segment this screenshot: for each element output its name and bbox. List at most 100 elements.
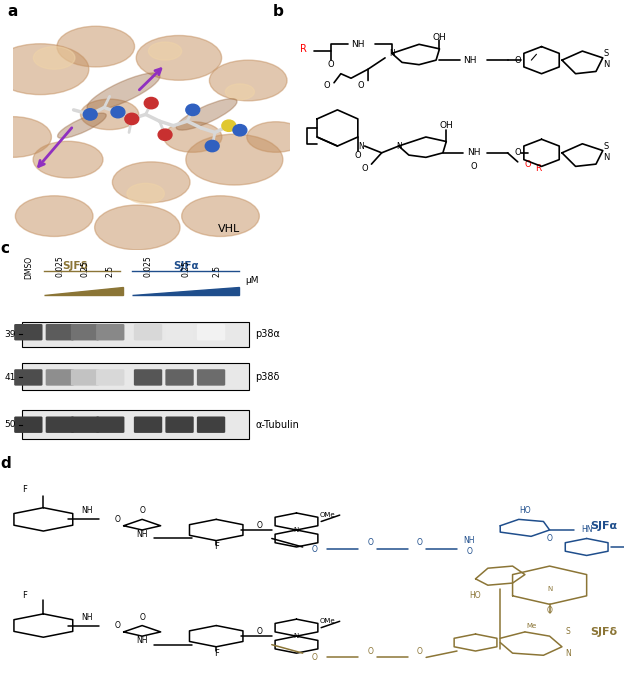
Text: O: O: [525, 160, 531, 169]
Ellipse shape: [33, 141, 103, 178]
Text: S: S: [604, 49, 609, 58]
Text: O: O: [139, 506, 145, 515]
FancyBboxPatch shape: [14, 416, 43, 433]
Text: O: O: [324, 81, 331, 90]
Text: 2.5: 2.5: [106, 264, 115, 277]
Text: O: O: [362, 164, 368, 173]
FancyBboxPatch shape: [14, 324, 43, 340]
Text: NH: NH: [351, 40, 365, 49]
Text: 0.025: 0.025: [144, 255, 152, 277]
Text: SJFα: SJFα: [173, 262, 198, 271]
Circle shape: [111, 106, 125, 118]
Text: S: S: [604, 142, 609, 151]
Text: VHL: VHL: [217, 224, 240, 234]
Text: p38α: p38α: [255, 329, 280, 339]
FancyBboxPatch shape: [71, 324, 100, 340]
Ellipse shape: [0, 116, 52, 158]
Text: NH: NH: [464, 536, 475, 545]
Text: HO: HO: [470, 591, 481, 600]
FancyBboxPatch shape: [165, 416, 194, 433]
Text: O: O: [470, 162, 477, 171]
Text: N: N: [358, 142, 364, 151]
Ellipse shape: [247, 122, 305, 152]
Text: O: O: [547, 606, 553, 615]
Polygon shape: [44, 287, 123, 295]
FancyBboxPatch shape: [71, 416, 100, 433]
Text: NH: NH: [81, 506, 93, 515]
Text: N: N: [389, 49, 395, 58]
Text: F: F: [214, 543, 219, 551]
FancyBboxPatch shape: [45, 369, 74, 386]
Ellipse shape: [15, 196, 93, 236]
Text: c: c: [0, 241, 9, 256]
Text: HN: HN: [581, 525, 592, 534]
Ellipse shape: [57, 113, 106, 138]
Circle shape: [158, 129, 172, 140]
Text: N: N: [396, 142, 401, 151]
Text: μM: μM: [246, 276, 259, 286]
Ellipse shape: [87, 73, 160, 111]
Text: R: R: [300, 44, 307, 54]
Text: O: O: [312, 653, 318, 662]
Ellipse shape: [186, 134, 283, 185]
Text: O: O: [312, 545, 318, 553]
Text: O: O: [139, 612, 145, 621]
Text: O: O: [368, 647, 374, 656]
Text: 0.25: 0.25: [181, 260, 190, 277]
Text: S: S: [566, 627, 571, 636]
FancyBboxPatch shape: [14, 369, 43, 386]
Text: 0.025: 0.025: [55, 255, 64, 277]
Text: Me: Me: [526, 623, 536, 629]
Text: O: O: [417, 538, 423, 547]
Circle shape: [125, 113, 139, 125]
Ellipse shape: [181, 196, 260, 236]
Ellipse shape: [57, 26, 135, 67]
Text: SJFδ: SJFδ: [63, 262, 88, 271]
Text: DMSO: DMSO: [24, 256, 33, 279]
Text: NH: NH: [81, 612, 93, 621]
Text: NH: NH: [463, 55, 477, 64]
Circle shape: [186, 104, 200, 116]
Text: OH: OH: [433, 33, 447, 42]
FancyBboxPatch shape: [134, 369, 163, 386]
Text: O: O: [466, 547, 472, 556]
Ellipse shape: [164, 122, 222, 152]
Text: OMe: OMe: [319, 619, 335, 624]
Text: NH: NH: [136, 530, 148, 538]
Ellipse shape: [112, 162, 190, 203]
Text: O: O: [515, 149, 521, 158]
Text: a: a: [7, 5, 18, 19]
Text: O: O: [355, 151, 361, 160]
FancyBboxPatch shape: [71, 369, 100, 386]
FancyBboxPatch shape: [96, 416, 124, 433]
Text: F: F: [23, 591, 27, 600]
Text: 39: 39: [4, 329, 16, 339]
FancyBboxPatch shape: [165, 324, 194, 340]
Text: HO: HO: [519, 506, 530, 515]
Text: SJFα: SJFα: [590, 521, 617, 531]
Text: R: R: [535, 164, 541, 173]
Text: OMe: OMe: [319, 512, 335, 518]
FancyBboxPatch shape: [197, 324, 225, 340]
Text: N: N: [294, 527, 299, 533]
FancyBboxPatch shape: [96, 369, 124, 386]
Ellipse shape: [81, 99, 139, 129]
Text: F: F: [23, 485, 27, 494]
Text: d: d: [0, 456, 11, 471]
FancyBboxPatch shape: [134, 324, 163, 340]
Text: 41: 41: [4, 373, 16, 382]
Polygon shape: [132, 287, 239, 295]
Ellipse shape: [209, 60, 287, 101]
Bar: [22, 363, 249, 390]
Text: N: N: [565, 649, 571, 658]
Circle shape: [205, 140, 219, 151]
Text: F: F: [214, 649, 219, 658]
Text: N: N: [603, 60, 609, 69]
FancyBboxPatch shape: [134, 416, 163, 433]
Text: 0.25: 0.25: [81, 260, 89, 277]
Ellipse shape: [149, 42, 181, 60]
Ellipse shape: [94, 205, 180, 250]
Text: O: O: [256, 521, 262, 530]
Circle shape: [222, 120, 236, 132]
Text: O: O: [417, 647, 423, 656]
